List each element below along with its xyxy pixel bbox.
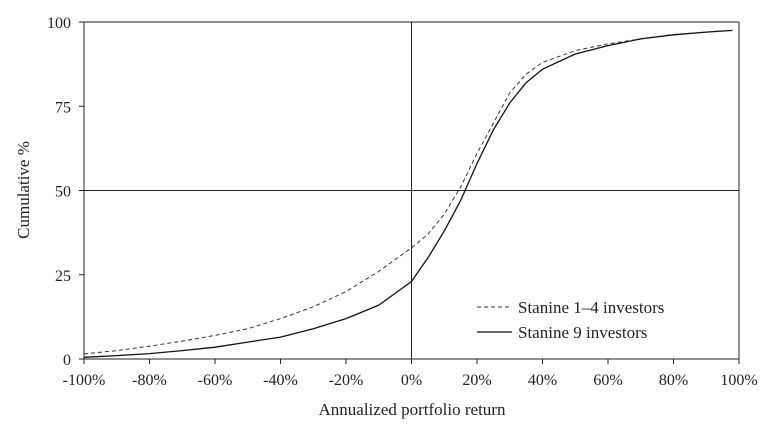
y-axis-title: Cumulative % — [14, 141, 33, 239]
x-tick-label: 60% — [593, 372, 622, 389]
x-tick-label: 20% — [462, 372, 491, 389]
x-tick-label: 100% — [720, 372, 757, 389]
x-tick-label: 80% — [659, 372, 688, 389]
y-tick-label: 25 — [55, 268, 71, 285]
x-tick-label: -80% — [132, 372, 167, 389]
y-tick-label: 100 — [47, 15, 71, 32]
legend-label-stanine-9: Stanine 9 investors — [518, 323, 647, 342]
x-axis-title: Annualized portfolio return — [319, 400, 506, 419]
x-tick-label: -40% — [263, 372, 298, 389]
y-tick-label: 50 — [55, 184, 71, 201]
legend-label-stanine-1-4: Stanine 1–4 investors — [518, 298, 664, 317]
series-line-stanine-9 — [83, 29, 733, 358]
legend: Stanine 1–4 investors Stanine 9 investor… — [477, 298, 664, 342]
x-tick-label: -20% — [329, 372, 364, 389]
x-tick-label: 0% — [401, 372, 422, 389]
x-tick-label: 40% — [528, 372, 557, 389]
x-tick-label: -60% — [198, 372, 233, 389]
y-tick-label: 75 — [55, 99, 71, 116]
y-tick-label: 0 — [63, 352, 71, 369]
x-tick-label: -100% — [63, 372, 106, 389]
